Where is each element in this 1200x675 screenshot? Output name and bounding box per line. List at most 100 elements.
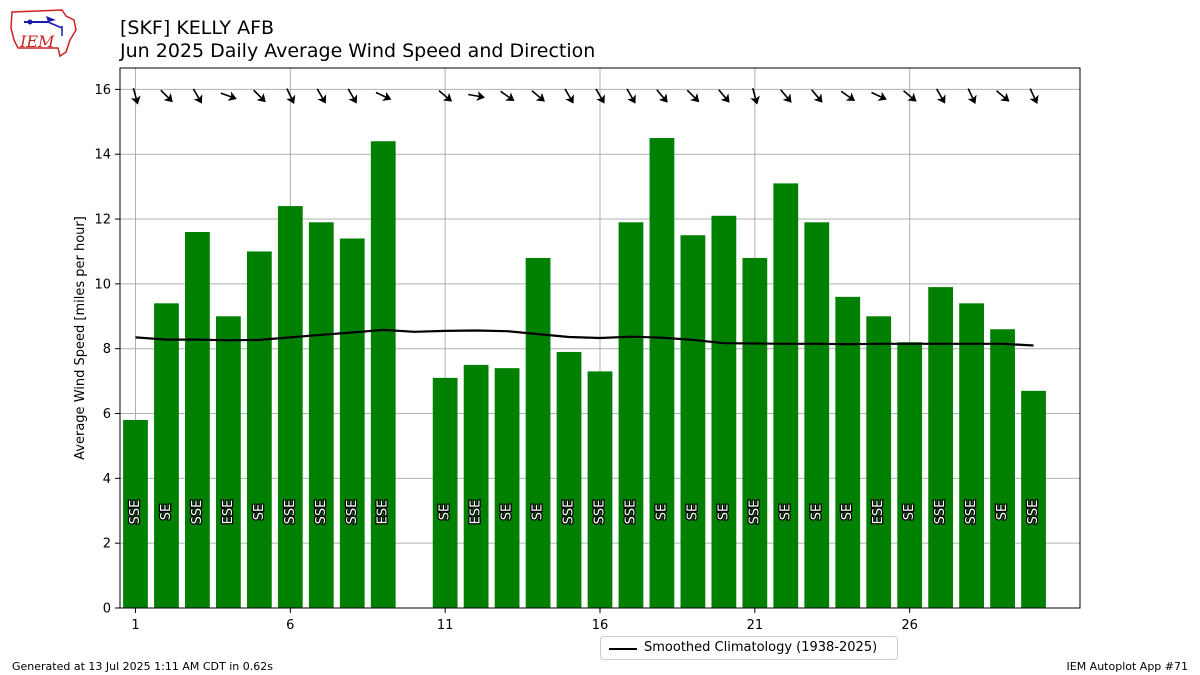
- y-tick-label: 0: [103, 602, 111, 617]
- wind-arrow-head: [286, 94, 296, 105]
- wind-arrow-head: [317, 94, 327, 104]
- y-tick-label: 16: [94, 83, 111, 98]
- wind-arrow-shaft: [967, 88, 974, 99]
- wind-arrow-shaft: [500, 90, 511, 99]
- wind-arrow: [903, 90, 917, 102]
- wind-speed-bar: [742, 257, 768, 608]
- x-tick-label: 6: [286, 618, 294, 633]
- direction-label: SSE: [345, 500, 360, 525]
- wind-speed-bar: [277, 206, 303, 609]
- wind-arrow: [375, 91, 392, 101]
- wind-arrow-head: [442, 92, 453, 102]
- direction-label: SSE: [964, 500, 979, 525]
- direction-label: SSE: [283, 500, 298, 525]
- wind-speed-bar: [680, 235, 706, 608]
- direction-label: SE: [531, 504, 546, 520]
- x-tick-label: 16: [592, 618, 609, 633]
- x-tick-label: 11: [437, 618, 454, 633]
- wind-arrow-shaft: [840, 90, 851, 99]
- wind-arrow-shaft: [595, 88, 603, 99]
- bars: [123, 138, 1046, 609]
- wind-speed-bar: [525, 257, 551, 608]
- wind-arrow-shaft: [995, 90, 1006, 99]
- y-tick-label: 6: [103, 407, 111, 422]
- y-tick-label: 14: [94, 148, 111, 163]
- direction-label: ESE: [469, 500, 484, 525]
- wind-speed-bar: [556, 351, 582, 608]
- direction-label: SE: [778, 504, 793, 520]
- wind-arrow-shaft: [531, 90, 541, 99]
- direction-labels: SSE SE SSE ESE SE SSE SSE SSE ESE SE ESE SE SE SSE SSE…: [127, 498, 1043, 525]
- wind-arrow-shaft: [192, 88, 200, 99]
- chart-title: [SKF] KELLY AFB: [120, 17, 275, 39]
- wind-arrow: [438, 90, 453, 102]
- wind-speed-bar: [928, 287, 954, 608]
- direction-label: SE: [654, 504, 669, 520]
- generated-timestamp: Generated at 13 Jul 2025 1:11 AM CDT in …: [12, 660, 273, 673]
- y-tick-label: 4: [103, 472, 111, 487]
- wind-arrow-shaft: [811, 89, 820, 99]
- wind-arrow-head: [163, 93, 173, 103]
- wind-arrow: [564, 88, 574, 104]
- direction-label: SE: [159, 504, 174, 520]
- wind-speed-bar: [246, 251, 272, 608]
- wind-speed-bar: [835, 296, 861, 608]
- wind-arrow-shaft: [253, 89, 263, 99]
- wind-arrow-head: [596, 94, 605, 104]
- x-tick-label: 26: [901, 618, 918, 633]
- y-axis-label: Average Wind Speed [miles per hour]: [73, 216, 88, 460]
- wind-arrow: [286, 88, 296, 105]
- wind-arrow-head: [845, 92, 856, 102]
- wind-speed-bar: [463, 364, 489, 608]
- wind-arrow: [316, 88, 327, 104]
- wind-arrow: [750, 87, 760, 105]
- y-tick-label: 10: [94, 277, 111, 292]
- wind-arrow-head: [505, 92, 515, 102]
- wind-arrow-shaft: [375, 91, 387, 98]
- wind-arrow-head: [877, 91, 887, 101]
- wind-speed-bar: [216, 316, 241, 608]
- wind-arrow-shaft: [286, 88, 293, 99]
- wind-arrow: [718, 89, 730, 103]
- wind-arrow-head: [1000, 92, 1010, 102]
- wind-arrow: [840, 90, 856, 102]
- wind-arrow-head: [382, 91, 392, 101]
- wind-arrow-shaft: [132, 87, 138, 99]
- wind-arrow-head: [690, 93, 700, 103]
- wind-speed-bar: [866, 316, 892, 608]
- wind-arrow-head: [130, 95, 141, 105]
- y-tick-label: 12: [94, 213, 111, 228]
- wind-arrow-head: [535, 92, 545, 102]
- wind-arrow-head: [782, 93, 792, 103]
- x-tick-label: 21: [747, 618, 764, 633]
- wind-arrow-shaft: [751, 87, 757, 99]
- wind-arrow-head: [227, 91, 237, 101]
- wind-speed-bar: [587, 371, 613, 608]
- wind-arrow: [871, 91, 887, 101]
- wind-speed-bar: [897, 342, 923, 608]
- wind-arrow-head: [476, 91, 485, 101]
- direction-label: ESE: [871, 500, 886, 525]
- direction-label: SSE: [747, 500, 762, 525]
- wind-arrow-shaft: [626, 88, 634, 99]
- wind-arrow: [192, 88, 203, 104]
- wind-speed-bar: [990, 329, 1015, 608]
- wind-speed-bar: [339, 238, 365, 609]
- wind-speed-bar: [308, 222, 334, 609]
- direction-label: SSE: [593, 500, 608, 525]
- legend-climatology-swatch: [609, 648, 637, 650]
- wind-arrow-shaft: [220, 92, 232, 98]
- wind-arrow-head: [967, 94, 977, 105]
- wind-arrow: [253, 89, 266, 103]
- direction-label: SE: [902, 504, 917, 520]
- wind-arrow-head: [193, 94, 203, 104]
- wind-arrow: [468, 91, 485, 101]
- direction-label: SE: [438, 504, 453, 520]
- wind-arrow: [347, 88, 358, 104]
- wind-speed-bar: [494, 368, 520, 608]
- wind-arrow: [500, 90, 515, 102]
- iem-logo: IEM: [10, 9, 77, 58]
- direction-label: SSE: [562, 500, 577, 525]
- wind-speed-bar: [123, 420, 148, 608]
